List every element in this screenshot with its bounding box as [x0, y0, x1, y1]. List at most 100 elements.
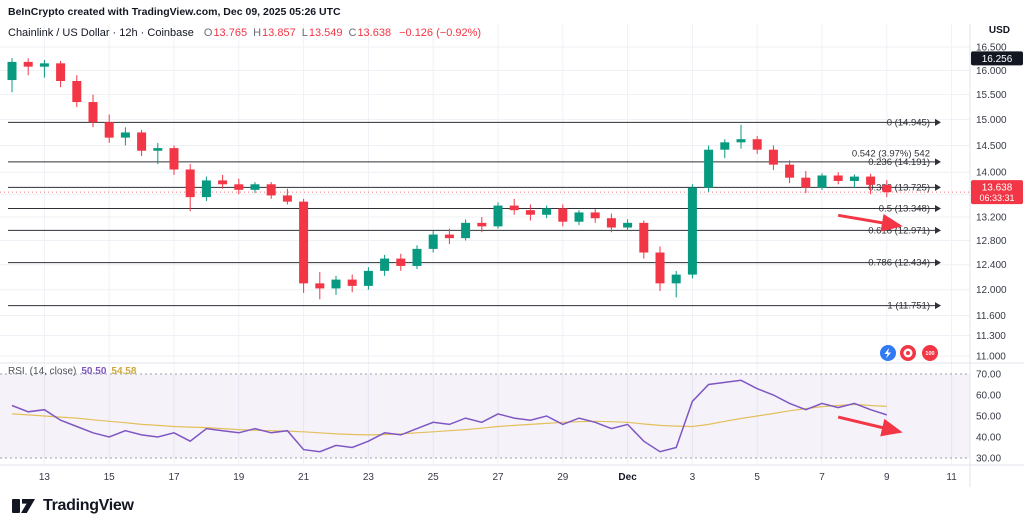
candle: [671, 274, 681, 284]
candle: [250, 184, 260, 190]
rsi-ma-line: [11, 403, 887, 436]
candle: [234, 184, 244, 190]
fib-label-arrow-icon: [935, 302, 941, 310]
price-axis-label: 16.000: [976, 66, 1007, 77]
time-axis-label: 29: [557, 472, 569, 483]
ohlc-open-label: O: [203, 27, 213, 39]
fib-retracement[interactable]: 0 (14.945) 0.236 (14.191) 0.382 (13.725) 0.…: [8, 117, 941, 312]
candle: [655, 252, 665, 284]
candle: [72, 81, 82, 103]
fib-level-label: 1 (11.751): [887, 301, 930, 312]
ohlc-close-value: 13.638: [357, 27, 392, 39]
attribution-text: BeInCrypto created with TradingView.com,…: [8, 6, 341, 18]
candle: [7, 61, 17, 81]
rsi-axis-label: 40.00: [976, 433, 1001, 444]
symbol-legend: Chainlink / US Dollar · 12h · Coinbase O…: [8, 27, 481, 39]
price-axis-label: 14.500: [976, 141, 1007, 152]
fib-label-arrow-icon: [935, 205, 941, 213]
fib-label-arrow-icon: [935, 183, 941, 191]
time-axis-label: 23: [363, 472, 375, 483]
symbol-title[interactable]: Chainlink / US Dollar · 12h · Coinbase: [8, 27, 194, 39]
fib-level-label: 0 (14.945): [887, 117, 930, 128]
svg-text:100: 100: [925, 351, 934, 357]
candle: [56, 63, 66, 82]
tradingview-wordmark[interactable]: TradingView: [43, 497, 134, 514]
svg-text:16.256: 16.256: [982, 54, 1013, 65]
rsi-ma-value: 54.58: [111, 366, 137, 377]
candle: [88, 102, 98, 123]
rsi-title[interactable]: RSI: [8, 366, 25, 377]
price-axis-label: 14.000: [976, 168, 1007, 179]
emoji-badges[interactable]: 100: [880, 345, 938, 361]
red-arrow-annotation[interactable]: [837, 415, 903, 437]
ohlc-low-value: 13.549: [308, 27, 343, 39]
tradingview-logo-icon[interactable]: [12, 497, 36, 515]
price-axis-label: 12.000: [976, 285, 1007, 296]
lightning-badge[interactable]: [880, 345, 896, 361]
candle: [380, 258, 390, 271]
rsi-axis-label: 50.00: [976, 412, 1001, 423]
svg-text:06:33:31: 06:33:31: [979, 193, 1014, 203]
fib-label-arrow-icon: [935, 226, 941, 234]
candle: [493, 205, 503, 227]
time-axis-label: Dec: [618, 472, 637, 483]
price-axis[interactable]: 16.50016.00015.50015.00014.50014.00013.6…: [976, 43, 1007, 465]
currency-label: USD: [988, 25, 1010, 36]
candle: [866, 176, 876, 185]
fib-level-label: 0.786 (12.434): [868, 258, 930, 269]
price-axis-label: 11.000: [976, 352, 1006, 363]
rsi-axis-label: 60.00: [976, 391, 1001, 402]
candle: [412, 248, 422, 266]
hundred-badge[interactable]: 100: [922, 345, 938, 361]
time-axis-label: 11: [946, 472, 957, 483]
fib-label-arrow-icon: [935, 158, 941, 166]
price-axis-label: 11.600: [976, 311, 1006, 322]
svg-text:13.638: 13.638: [982, 183, 1013, 194]
candle: [331, 279, 341, 289]
ohlc-open-value: 13.765: [213, 27, 248, 39]
time-axis-label: 19: [233, 472, 245, 483]
candlestick-series: [7, 58, 892, 300]
candle: [833, 175, 843, 181]
candle: [444, 234, 454, 239]
candle: [558, 208, 568, 222]
candle: [477, 222, 487, 227]
time-axis[interactable]: 13 15 17 19 21 23 25 27 29 Dec 3 5 7 9 11: [39, 472, 957, 483]
attribution-bar: BeInCrypto created with TradingView.com,…: [0, 0, 1024, 24]
candle: [347, 279, 357, 286]
time-axis-label: 25: [428, 472, 440, 483]
time-axis-label: 5: [754, 472, 760, 483]
fib-level-label: 0.236 (14.191): [868, 157, 930, 168]
candle: [590, 212, 600, 219]
price-axis-label: 13.200: [976, 213, 1007, 224]
candle: [849, 176, 859, 181]
price-axis-label: 11.300: [976, 331, 1006, 342]
annotation-arrows[interactable]: [837, 213, 903, 437]
candle: [736, 139, 746, 143]
candle: [39, 63, 49, 67]
candle: [785, 164, 795, 178]
target-badge[interactable]: [900, 345, 916, 361]
candle: [299, 201, 309, 284]
fib-label-arrow-icon: [935, 259, 941, 267]
candle: [687, 187, 697, 275]
red-arrow-annotation[interactable]: [837, 213, 903, 232]
last-price-badge: [971, 180, 1023, 205]
candle: [266, 184, 276, 196]
high-price-badge: [971, 51, 1023, 66]
price-axis-label: 15.000: [976, 115, 1007, 126]
ohlc-close-label: C: [348, 27, 357, 39]
horizontal-gridlines: [0, 46, 970, 357]
pane-separators: [0, 24, 1024, 487]
candle: [768, 149, 778, 165]
candle: [752, 139, 762, 150]
time-axis-label: 7: [819, 472, 825, 483]
candle: [428, 234, 438, 249]
fib-extra-label: 0.542 (3.97%) 542: [852, 148, 930, 159]
ohlc-high-label: H: [253, 27, 262, 39]
rsi-legend: RSI (14, close) 50.50 54.58: [8, 366, 136, 377]
change-value: −0.126 (−0.92%): [399, 27, 482, 39]
fib-label-arrow-icon: [935, 118, 941, 126]
